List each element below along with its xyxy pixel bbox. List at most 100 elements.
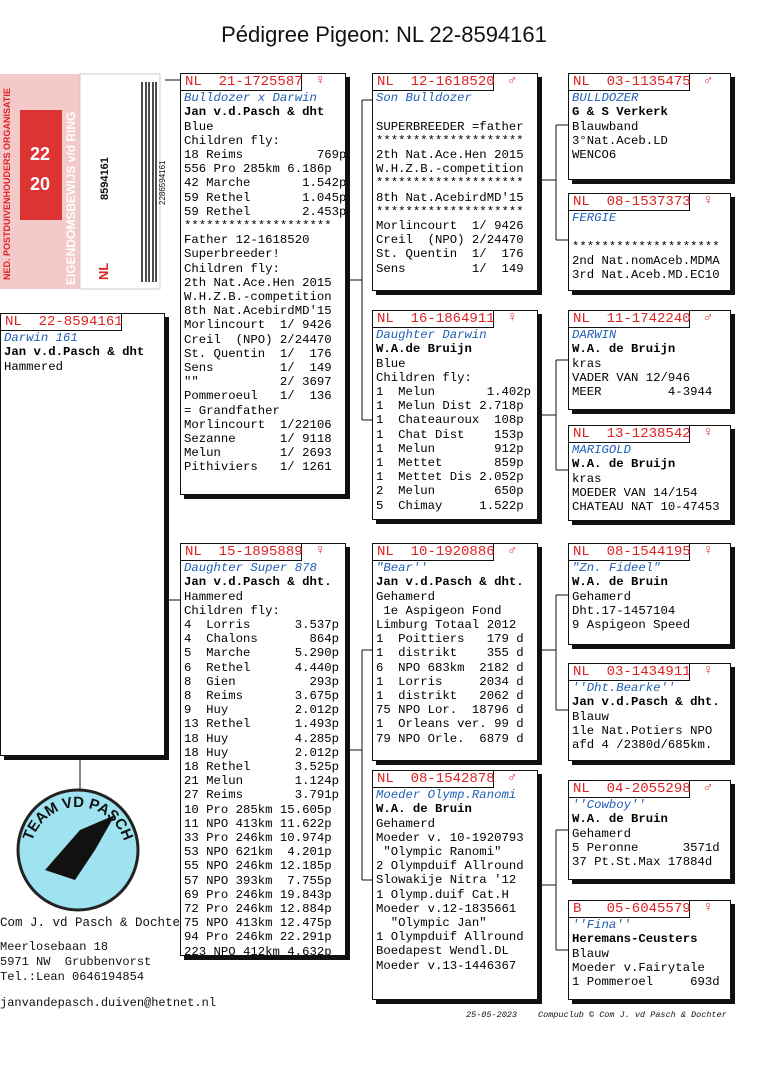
info-line: 72 Pro 246km 12.884p (184, 902, 332, 917)
info-line: 8th Nat.AcebirdMD'15 (376, 190, 524, 205)
info-line: Limburg Totaal 2012 (376, 618, 517, 633)
email: janvandepasch.duiven@hetnet.nl (0, 996, 217, 1010)
info-line: 1 Lorris 2034 d (376, 674, 524, 689)
info-line: 8 Gien 293p (184, 674, 339, 689)
address-2: 5971 NW Grubbenvorst (0, 955, 152, 969)
info-line: 1 Mettet Dis 2.052p (376, 470, 524, 485)
ring-number: NL 10-1920886 (377, 544, 495, 560)
info-line: 2th Nat.Ace.Hen 2015 (376, 148, 524, 163)
owner: G & S Verkerk (572, 105, 668, 120)
ring: NL 08-1542878 ♂ (373, 771, 516, 789)
ring-year-a: 20 (30, 174, 50, 194)
ring: NL 11-1742240 ♂ (569, 311, 712, 329)
address-1: Meerlosebaan 18 (0, 940, 109, 954)
info-line: ******************** (376, 176, 524, 191)
info-line: 53 NPO 621km 4.201p (184, 845, 332, 860)
ring: NL 13-1238542 ♀ (569, 426, 712, 444)
info-line: 2nd Nat.nomAceb.MDMA (572, 253, 720, 268)
info-line: 37 Pt.St.Max 17884d (572, 855, 713, 870)
pigeon-box: NL 03-1135475 ♂ BULLDOZER G & S Verkerk Blau… (568, 73, 731, 180)
info-line: 2 Olympduif Allround (376, 859, 524, 874)
info-line: Moeder v.Fairytale (572, 960, 705, 975)
info-line: Gehamerd (572, 826, 632, 841)
pigeon-name: Bulldozer x Darwin (184, 91, 317, 106)
info-line: 5 Marche 5.290p (184, 646, 339, 661)
ring: NL 03-1135475 ♂ (569, 74, 712, 92)
ring: NL 04-2055298 ♂ (569, 781, 712, 799)
info-line: "Olympic Ranomi" (376, 845, 502, 860)
info-line: 18 Huy 4.285p (184, 731, 339, 746)
pigeon-name: BULLDOZER (572, 91, 639, 106)
spacer (373, 105, 537, 119)
title: Pédigree Pigeon: NL 22-8594161 (221, 22, 547, 47)
info-line: 21 Melun 1.124p (184, 774, 339, 789)
owner: W.A. de Bruin (572, 812, 668, 827)
ring-number: NL 03-1135475 (573, 74, 691, 90)
info-line: 1 Pommeroel 693d (572, 975, 720, 990)
info-line: Morlincourt 1/ 9426 (376, 219, 524, 234)
info-line: Superbreeder! (184, 247, 280, 262)
ring-card-text: NED. POSTDUIVENHOUDERS ORGANISATIE EIGEN… (2, 88, 167, 285)
ring-barcode: 2286594161 (158, 160, 167, 205)
sex: ♀ (704, 425, 713, 441)
info-line: afd 4 /2380d/685km. (572, 738, 713, 753)
info-line: 1 Olymp.duif Cat.H (376, 887, 509, 902)
ring: NL 08-1537373 ♀ (569, 194, 712, 212)
info-line: "" 2/ 3697 (184, 375, 332, 390)
info-line: 2th Nat.Ace.Hen 2015 (184, 275, 332, 290)
logo-bird (45, 815, 115, 880)
info-line: Children fly: (184, 133, 280, 148)
sex: ♀ (316, 73, 325, 89)
barcode (141, 82, 157, 282)
info-line: 2 Melun 650p (376, 484, 524, 499)
ring-number: NL 08-1537373 (573, 194, 691, 210)
sex: ♀ (316, 543, 325, 559)
ring-org: NED. POSTDUIVENHOUDERS ORGANISATIE (2, 88, 12, 280)
spacer (569, 225, 730, 239)
sex: ♀ (704, 193, 713, 209)
info-line: Morlincourt 1/ 9426 (184, 318, 332, 333)
info-line: Sens 1/ 149 (184, 361, 332, 376)
sex: ♂ (508, 73, 517, 89)
info-line: = Grandfather (184, 403, 280, 418)
info-line: Morlincourt 1/22106 (184, 417, 332, 432)
info-line: 8 Reims 3.675p (184, 689, 339, 704)
info-line: Slowakije Nitra '12 (376, 873, 517, 888)
info-line: 55 NPO 246km 12.185p (184, 859, 332, 874)
pigeon-box: NL 03-1434911 ♀ ''Dht.Bearke'' Jan v.d.Pasc… (568, 663, 731, 761)
ring: NL 12-1618520 ♂ (373, 74, 516, 92)
credit: Compuclub © Com J. vd Pasch & Dochter (538, 1010, 727, 1020)
info-line: 1le Nat.Potiers NPO (572, 723, 713, 738)
info-line: 13 Rethel 1.493p (184, 717, 339, 732)
info-line: WENCO6 (572, 148, 617, 163)
info-line: 75 NPO Lor. 18796 d (376, 703, 524, 718)
date: 25-05-2023 (466, 1010, 518, 1020)
sex: ♀ (704, 900, 713, 916)
pigeon-box: B 05-6045579 ♀ ''Fina'' Heremans-Ceusters Bl… (568, 900, 731, 1000)
owner: Jan v.d.Pasch & dht (4, 345, 145, 360)
pigeon-name: Son Bulldozer (376, 91, 472, 106)
owner: W.A. de Bruin (376, 802, 472, 817)
pigeon-name: ''Fina'' (572, 918, 632, 933)
info-line: "Olympic Jan" (376, 916, 487, 931)
info-line: 10 Pro 285km 15.605p (184, 802, 332, 817)
info-line: 1 Mettet 859p (376, 456, 524, 471)
pigeon-box: NL 11-1742240 ♂ DARWIN W.A. de Bruijn kras VA… (568, 310, 731, 410)
pigeon-box: NL 16-1864911 ♀ Daughter Darwin W.A.de Brui… (372, 310, 538, 520)
info-line: Sens 1/ 149 (376, 261, 524, 276)
pigeon-name: "Zn. Fideel" (572, 561, 661, 576)
info-line: Pithiviers 1/ 1261 (184, 460, 332, 475)
info-line: Children fly: (184, 603, 280, 618)
ring-number: 8594161 (99, 157, 111, 200)
info-line: 8th Nat.AcebirdMD'15 (184, 304, 332, 319)
owner: Heremans-Ceusters (572, 932, 698, 947)
info-line: Father 12-1618520 (184, 233, 310, 248)
owner: Jan v.d.Pasch & dht. (184, 575, 332, 590)
ring-number: NL 12-1618520 (377, 74, 495, 90)
ring: NL 16-1864911 ♀ (373, 311, 516, 329)
pigeon-box: NL 08-1537373 ♀ FERGIE *******************… (568, 193, 731, 291)
info-line: 3°Nat.Aceb.LD (572, 133, 668, 148)
info-line: W.H.Z.B.-competition (184, 290, 332, 305)
